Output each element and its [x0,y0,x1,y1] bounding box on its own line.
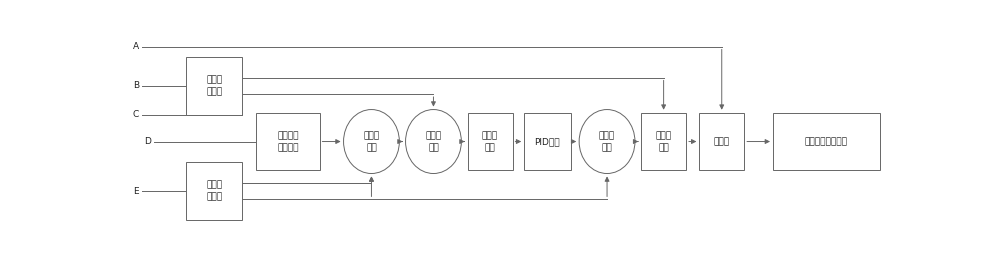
Text: D: D [144,137,151,146]
Text: 第一竞
高门: 第一竞 高门 [482,131,498,152]
Ellipse shape [344,110,399,173]
FancyBboxPatch shape [256,113,320,170]
FancyBboxPatch shape [524,113,571,170]
Text: 第二竞
高门: 第二竞 高门 [656,131,672,152]
FancyBboxPatch shape [468,113,512,170]
Text: 第一选
择开关: 第一选 择开关 [206,75,222,96]
Text: 竞低门: 竞低门 [714,137,730,146]
FancyBboxPatch shape [773,113,880,170]
Text: 第二选
择开关: 第二选 择开关 [206,181,222,202]
Text: A: A [133,42,139,51]
Text: 第二传输函数模块: 第二传输函数模块 [805,137,848,146]
Text: PID模块: PID模块 [535,137,560,146]
Text: E: E [133,187,138,196]
FancyBboxPatch shape [641,113,686,170]
FancyBboxPatch shape [186,57,242,115]
FancyBboxPatch shape [699,113,744,170]
Text: 第一求
和器: 第一求 和器 [363,131,380,152]
Ellipse shape [579,110,635,173]
Text: 第三求
和器: 第三求 和器 [599,131,615,152]
Text: B: B [133,81,139,90]
Text: 第一传输
函数模块: 第一传输 函数模块 [277,131,298,152]
Text: C: C [133,110,139,119]
FancyBboxPatch shape [186,162,242,220]
Text: 第二求
和器: 第二求 和器 [425,131,442,152]
Ellipse shape [406,110,461,173]
